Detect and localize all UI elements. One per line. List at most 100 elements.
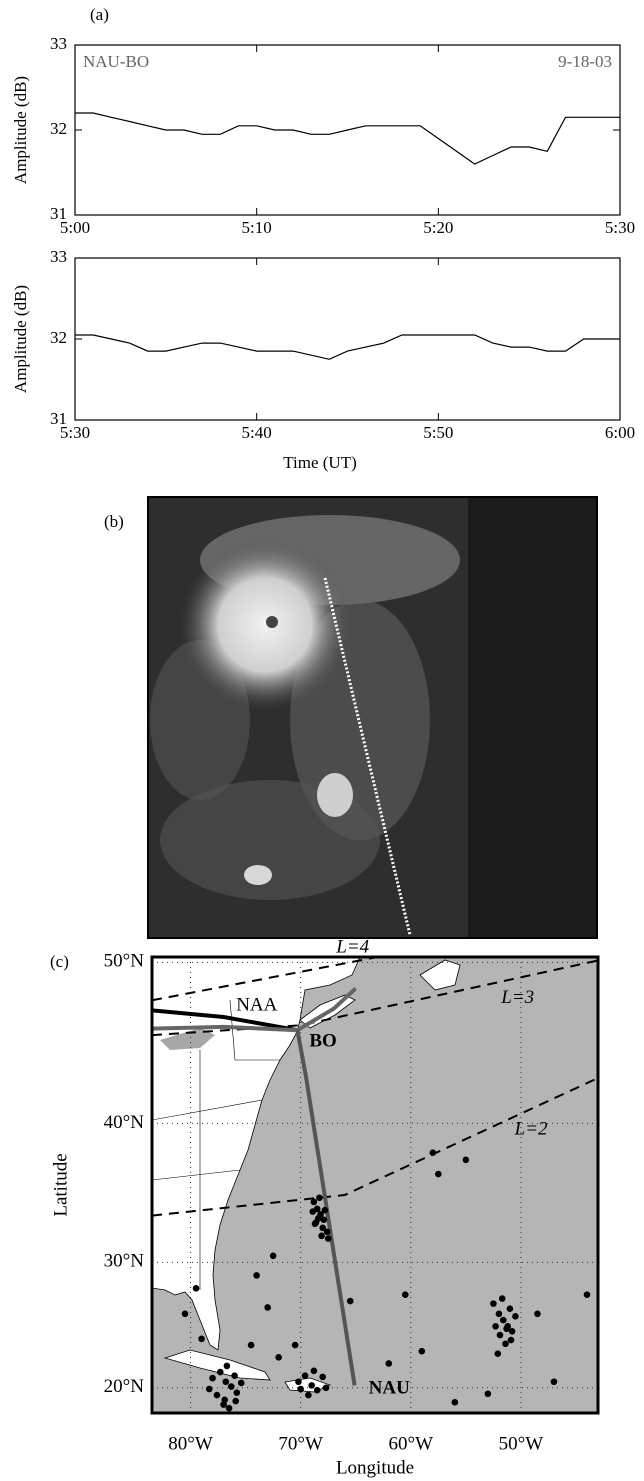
lightning-point	[318, 1232, 325, 1240]
lightning-point	[506, 1305, 514, 1313]
lightning-point	[435, 1170, 442, 1178]
lightning-point	[385, 1360, 393, 1367]
lightning-point	[346, 1297, 354, 1305]
lightning-point	[484, 1390, 492, 1398]
lightning-point	[205, 1385, 213, 1393]
x-tick-label: 5:50	[423, 423, 453, 442]
propagation-path	[295, 1029, 357, 1386]
lightning-point	[220, 1401, 227, 1408]
x-tick-label: 5:00	[60, 218, 90, 237]
y-tick-label: 32	[50, 328, 67, 347]
x-tick-label: 5:40	[242, 423, 272, 442]
lightning-point	[499, 1316, 507, 1324]
lightning-point	[508, 1328, 516, 1335]
y-tick-label: 33	[50, 247, 67, 266]
y-tick-label: 30°N	[104, 1251, 145, 1272]
lightning-point	[223, 1362, 231, 1370]
lightning-point	[502, 1340, 509, 1348]
lightning-point	[222, 1378, 230, 1386]
lightning-point	[227, 1383, 235, 1390]
lightning-point	[507, 1336, 515, 1344]
lightning-point	[269, 1252, 277, 1260]
lightning-point	[192, 1284, 200, 1292]
y-axis-label: Amplitude (dB)	[11, 76, 30, 184]
lightning-point	[496, 1331, 504, 1339]
l-shell-label: L=2	[514, 1119, 548, 1140]
lightning-point	[233, 1389, 241, 1396]
plot-frame	[74, 257, 621, 421]
lightning-point	[291, 1341, 299, 1349]
lightning-point	[492, 1323, 499, 1330]
lightning-point	[550, 1378, 558, 1386]
y-axis-label: Latitude	[50, 1153, 71, 1216]
lightning-point	[309, 1208, 317, 1215]
annotation: 9-18-03	[558, 52, 612, 71]
l-shell-label: L=4	[335, 936, 369, 957]
lightning-point	[323, 1228, 331, 1236]
lightning-point	[247, 1341, 255, 1349]
x-tick-label: 70°W	[278, 1433, 323, 1454]
lightning-point	[321, 1206, 329, 1214]
lightning-point	[275, 1354, 282, 1361]
lightning-point	[232, 1397, 239, 1405]
amplitude-line	[75, 334, 620, 360]
panel-label: (a)	[90, 5, 109, 24]
x-tick-label: 5:10	[242, 218, 272, 237]
lightning-point	[316, 1194, 323, 1202]
lightning-point	[308, 1382, 315, 1389]
l-shell	[152, 1077, 598, 1217]
panel-label: (b)	[104, 512, 124, 531]
l-shell	[152, 957, 378, 1002]
map-frame	[150, 955, 600, 1415]
map-base	[152, 957, 598, 1413]
x-tick-label: 5:30	[60, 423, 90, 442]
lightning-point	[314, 1215, 322, 1222]
lightning-point	[216, 1368, 224, 1376]
y-tick-label: 31	[50, 204, 67, 223]
lightning-point	[498, 1295, 506, 1302]
y-tick-label: 31	[50, 409, 67, 428]
lightning-point	[462, 1156, 470, 1164]
lightning-point	[305, 1391, 312, 1399]
annotation: NAU-BO	[83, 52, 149, 71]
lightning-point	[310, 1198, 318, 1206]
lightning-point	[295, 1378, 302, 1386]
lightning-point	[198, 1335, 205, 1343]
lightning-point	[237, 1379, 245, 1387]
lightning-point	[297, 1385, 304, 1393]
lightning-point	[181, 1310, 189, 1318]
x-tick-label: 50°W	[499, 1433, 544, 1454]
lightning-point	[209, 1374, 216, 1382]
lightning-point	[231, 1372, 238, 1379]
station-label: NAA	[236, 995, 277, 1016]
amplitude-line	[75, 112, 620, 165]
lightning-point	[503, 1325, 510, 1333]
x-tick-label: 6:00	[605, 423, 635, 442]
x-tick-label: 80°W	[168, 1433, 213, 1454]
x-tick-label: 60°W	[389, 1433, 434, 1454]
lightning-point	[225, 1404, 233, 1412]
lightning-point	[320, 1216, 328, 1223]
lightning-point	[264, 1304, 271, 1311]
lightning-point	[253, 1272, 260, 1279]
propagation-path	[152, 1008, 298, 1033]
y-axis-label: Amplitude (dB)	[11, 285, 30, 393]
y-tick-label: 40°N	[104, 1112, 145, 1133]
panel-label: (c)	[50, 952, 69, 971]
lightning-point	[534, 1310, 541, 1318]
y-tick-label: 33	[50, 34, 67, 53]
station-label: BO	[309, 1031, 336, 1052]
y-tick-label: 32	[50, 119, 67, 138]
map-data	[152, 957, 598, 1413]
x-tick-label: 5:30	[605, 218, 635, 237]
lightning-point	[319, 1224, 326, 1232]
lightning-point	[313, 1386, 321, 1394]
lightning-point	[429, 1149, 437, 1156]
l-shell-label: L=3	[500, 987, 534, 1008]
x-axis-label: Longitude	[336, 1457, 414, 1478]
lightning-point	[451, 1398, 459, 1406]
lightning-point	[311, 1220, 319, 1228]
y-tick-label: 50°N	[104, 951, 145, 972]
